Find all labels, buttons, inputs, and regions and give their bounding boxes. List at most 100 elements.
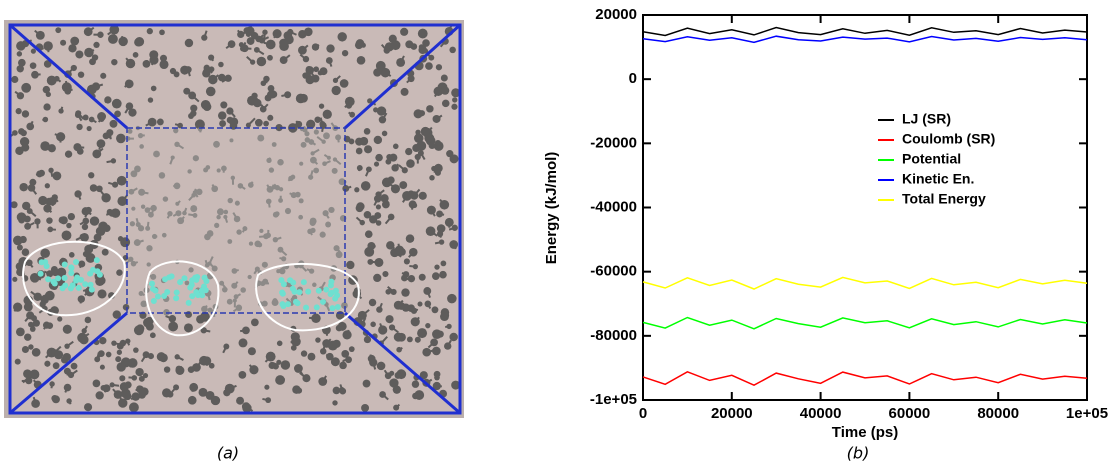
atom xyxy=(349,346,355,352)
atom xyxy=(143,60,151,68)
atom xyxy=(188,396,197,405)
highlight-atom xyxy=(301,279,307,285)
atom xyxy=(21,83,31,93)
atom xyxy=(218,111,226,119)
atom xyxy=(341,350,349,358)
atom xyxy=(298,46,307,55)
atom xyxy=(138,133,143,138)
atom xyxy=(250,59,255,64)
atom xyxy=(281,360,290,369)
atom xyxy=(162,388,171,397)
atom xyxy=(25,377,32,384)
atom xyxy=(248,347,256,355)
atom xyxy=(408,275,415,282)
atom xyxy=(48,168,53,173)
atom xyxy=(268,85,275,92)
atom xyxy=(404,258,410,264)
atom xyxy=(117,350,122,355)
atom xyxy=(106,352,112,358)
atom xyxy=(236,229,241,234)
atom xyxy=(188,113,194,119)
atom xyxy=(187,169,191,173)
atom xyxy=(188,92,196,100)
atom xyxy=(189,383,198,392)
atom xyxy=(185,39,193,47)
atom xyxy=(70,37,79,46)
atom xyxy=(84,403,92,411)
atom xyxy=(193,213,198,218)
atom xyxy=(28,184,36,192)
atom xyxy=(432,347,441,356)
highlight-atom xyxy=(320,299,326,305)
atom xyxy=(102,249,109,256)
atom xyxy=(369,299,376,306)
atom xyxy=(149,50,158,59)
atom xyxy=(342,50,348,56)
atom xyxy=(167,211,172,216)
atom xyxy=(180,66,189,75)
atom xyxy=(318,377,327,386)
atom xyxy=(361,404,369,412)
atom xyxy=(99,337,106,344)
atom xyxy=(68,44,76,52)
atom xyxy=(239,338,248,347)
atom xyxy=(229,138,233,142)
atom xyxy=(257,57,267,67)
x-axis-label: Time (ps) xyxy=(832,424,898,441)
atom xyxy=(128,257,133,262)
atom xyxy=(46,92,51,97)
atom xyxy=(310,355,315,360)
highlight-atom xyxy=(89,287,95,293)
atom xyxy=(327,156,331,160)
atom xyxy=(425,62,433,70)
atom xyxy=(59,217,66,224)
atom xyxy=(391,184,400,193)
atom xyxy=(34,218,40,224)
atom xyxy=(174,142,179,147)
atom xyxy=(36,31,45,40)
atom xyxy=(295,192,301,198)
highlight-atom xyxy=(74,275,80,281)
atom xyxy=(302,374,310,382)
simulation-box-image xyxy=(4,20,464,418)
atom xyxy=(436,210,443,217)
atom xyxy=(225,75,232,82)
atom xyxy=(163,196,168,201)
atom xyxy=(299,162,303,166)
atom xyxy=(295,121,302,128)
atom xyxy=(275,375,285,385)
atom xyxy=(208,54,214,60)
atom xyxy=(346,102,352,108)
atom xyxy=(335,134,341,140)
atom xyxy=(319,103,324,108)
atom xyxy=(262,29,267,34)
atom xyxy=(246,32,251,37)
atom xyxy=(267,55,273,61)
atom xyxy=(58,108,63,113)
atom xyxy=(374,258,383,267)
atom xyxy=(408,75,415,82)
highlight-atom xyxy=(335,304,341,310)
atom xyxy=(52,171,61,180)
highlight-atom xyxy=(149,281,155,287)
atom xyxy=(374,136,382,144)
atom xyxy=(211,185,218,192)
atom xyxy=(188,366,195,373)
atom xyxy=(48,197,56,205)
atom xyxy=(302,72,308,78)
atom xyxy=(43,41,52,50)
atom xyxy=(232,268,238,274)
atom xyxy=(11,76,18,83)
atom xyxy=(364,336,371,343)
highlight-atom xyxy=(150,286,156,292)
atom xyxy=(135,37,144,46)
atom xyxy=(328,207,334,213)
atom xyxy=(118,37,127,46)
atom xyxy=(332,340,340,348)
atom xyxy=(16,327,25,336)
highlight-atom xyxy=(68,264,74,270)
atom xyxy=(150,332,156,338)
highlight-atom xyxy=(186,300,192,306)
legend-label: Potential xyxy=(902,151,961,167)
atom xyxy=(389,324,395,330)
